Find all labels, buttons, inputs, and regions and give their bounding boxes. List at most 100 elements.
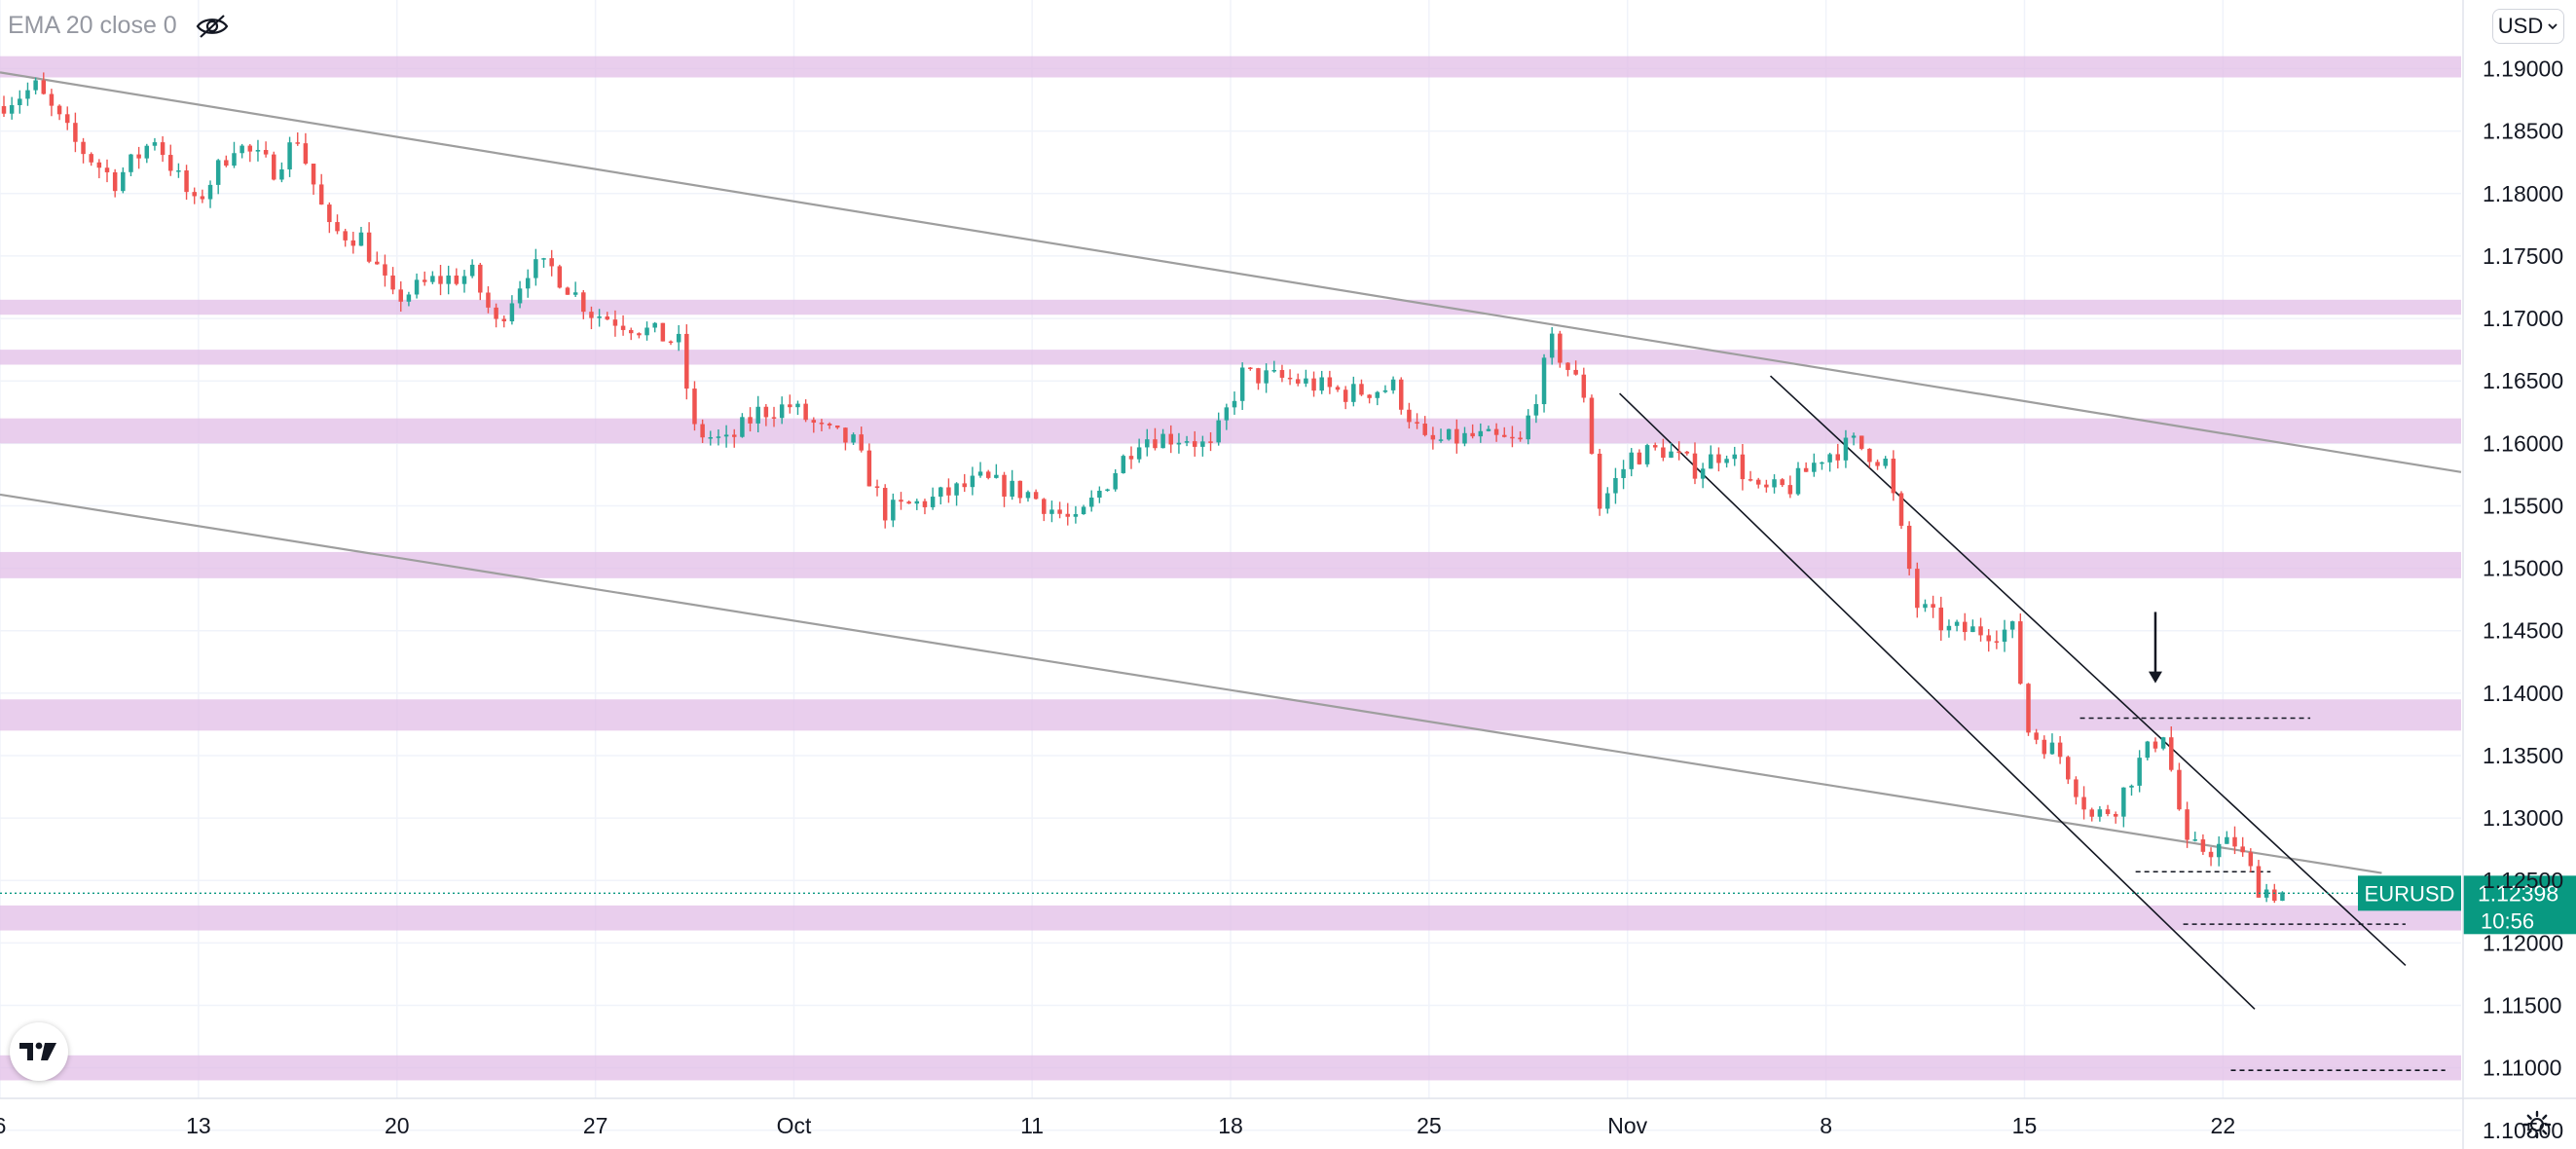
candle-body bbox=[1367, 394, 1372, 398]
candle-body bbox=[2169, 737, 2174, 770]
candle-body bbox=[2042, 739, 2047, 755]
x-tick-label: 20 bbox=[385, 1113, 410, 1138]
candle-body bbox=[2263, 889, 2269, 898]
candle-body bbox=[1304, 378, 1308, 384]
candle-body bbox=[2066, 757, 2071, 780]
candle-body bbox=[295, 142, 300, 144]
candle-body bbox=[2192, 839, 2197, 841]
zone-band bbox=[0, 56, 2461, 78]
candle-body bbox=[755, 406, 760, 424]
candle-body bbox=[930, 497, 936, 507]
candle-body bbox=[1827, 454, 1832, 463]
candle-body bbox=[1883, 458, 1888, 466]
eye-crossed-icon[interactable] bbox=[195, 13, 230, 40]
candle-body bbox=[1891, 458, 1896, 494]
y-tick-label: 1.12500 bbox=[2483, 868, 2563, 893]
candle-body bbox=[2026, 684, 2031, 733]
candle-body bbox=[525, 278, 531, 289]
candle-body bbox=[303, 143, 309, 165]
candle-body bbox=[1510, 436, 1515, 439]
candle-body bbox=[1549, 333, 1555, 358]
y-tick-label: 1.15000 bbox=[2483, 556, 2563, 581]
currency-button[interactable]: USD bbox=[2492, 9, 2564, 44]
candle-body bbox=[1541, 357, 1547, 405]
candle-body bbox=[2153, 741, 2158, 749]
candle-body bbox=[723, 434, 729, 437]
candle-body bbox=[1858, 435, 1864, 449]
zone-band bbox=[0, 905, 2461, 931]
candle-body bbox=[835, 425, 840, 428]
candle-body bbox=[1558, 333, 1563, 363]
candle-body bbox=[1399, 379, 1404, 410]
gear-icon[interactable] bbox=[2522, 1110, 2552, 1139]
candle-body bbox=[938, 487, 943, 498]
candle-body bbox=[287, 142, 292, 169]
candle-body bbox=[1652, 445, 1658, 448]
candle-body bbox=[1978, 626, 1983, 636]
candle-body bbox=[970, 475, 975, 488]
candle-body bbox=[1049, 509, 1054, 514]
candle-body bbox=[708, 437, 714, 439]
candle-body bbox=[1724, 459, 1729, 463]
trendline-lower[interactable] bbox=[0, 493, 2382, 874]
candle-body bbox=[1748, 479, 1753, 481]
candle-body bbox=[200, 196, 205, 200]
candle-body bbox=[192, 192, 197, 197]
candle-body bbox=[2074, 779, 2079, 797]
trendline-upper[interactable] bbox=[0, 71, 2462, 473]
zone-band bbox=[0, 350, 2461, 365]
x-tick-label: 11 bbox=[1020, 1113, 1044, 1138]
candle-body bbox=[1835, 454, 1841, 461]
symbol-tag[interactable] bbox=[2358, 875, 2461, 911]
candle-body bbox=[1565, 362, 1570, 370]
drawn-lines bbox=[0, 71, 2462, 1071]
candle-body bbox=[700, 424, 705, 438]
candle-body bbox=[1343, 389, 1348, 402]
candle-body bbox=[1, 106, 7, 114]
candle-body bbox=[676, 333, 681, 343]
candle-body bbox=[1327, 377, 1333, 388]
tradingview-logo[interactable] bbox=[10, 1022, 68, 1081]
candle-body bbox=[1264, 370, 1269, 384]
countdown-label: 10:56 bbox=[2481, 908, 2534, 933]
candle-body bbox=[1033, 492, 1039, 500]
candle-body bbox=[652, 322, 657, 328]
candle-body bbox=[1867, 448, 1872, 463]
candle-body bbox=[1820, 462, 1824, 464]
candle-body bbox=[2248, 852, 2254, 867]
candle-body bbox=[215, 160, 221, 185]
candle-body bbox=[637, 333, 642, 336]
candle-body bbox=[1526, 415, 1530, 440]
candle-body bbox=[1669, 451, 1674, 459]
candle-body bbox=[1780, 479, 1785, 486]
candle-body bbox=[1088, 498, 1094, 507]
candle-body bbox=[263, 150, 269, 155]
candle-body bbox=[1661, 447, 1666, 459]
channel-upper-line[interactable] bbox=[1769, 375, 2407, 967]
last-price-tag[interactable] bbox=[2463, 875, 2576, 935]
candle-body bbox=[1128, 456, 1134, 460]
candle-body bbox=[1621, 468, 1626, 478]
candle-body bbox=[1812, 463, 1817, 472]
candle-body bbox=[2034, 732, 2039, 740]
candle-body bbox=[1422, 424, 1427, 435]
y-tick-label: 1.12000 bbox=[2483, 930, 2563, 955]
candle-body bbox=[1002, 474, 1007, 497]
candle-body bbox=[509, 303, 515, 321]
candle-body bbox=[740, 417, 745, 437]
candle-body bbox=[160, 142, 166, 156]
arrow-head bbox=[2148, 671, 2162, 684]
candle-body bbox=[176, 170, 181, 172]
candle-body bbox=[1145, 439, 1150, 448]
candle-body bbox=[946, 487, 951, 496]
candle-body bbox=[977, 471, 983, 476]
indicator-legend[interactable]: EMA 20 close 0 bbox=[8, 12, 230, 40]
candle-body bbox=[129, 154, 133, 172]
candle-body bbox=[422, 279, 427, 282]
channel-lower-line[interactable] bbox=[1619, 392, 2256, 1010]
candle-body bbox=[25, 90, 30, 99]
candle-body bbox=[1168, 433, 1174, 445]
